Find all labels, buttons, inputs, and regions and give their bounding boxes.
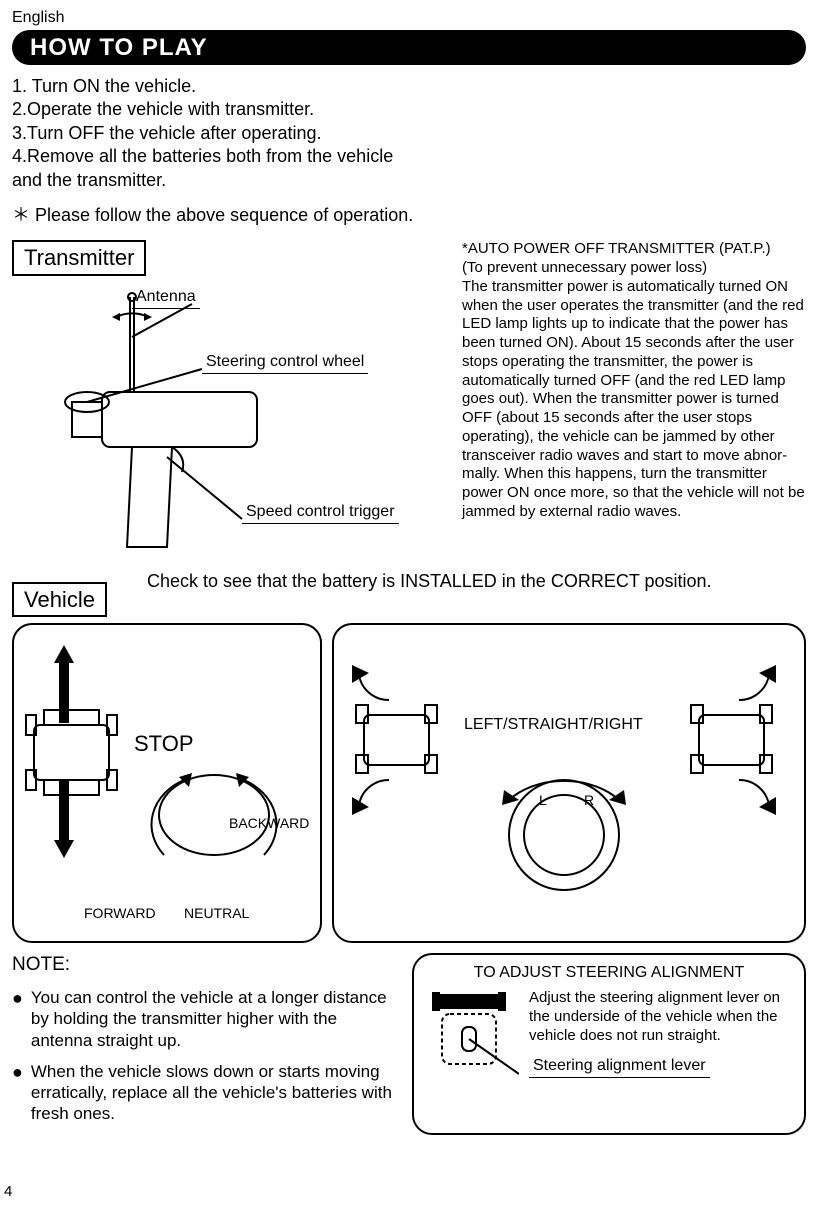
underside-diagram <box>424 989 519 1079</box>
step-1: 1. Turn ON the vehicle. <box>12 75 806 98</box>
bullet-icon: ● <box>12 989 23 1051</box>
transmitter-diagram <box>12 282 442 562</box>
steering-alignment-text: Adjust the steering alignment lever on t… <box>529 989 794 1045</box>
throttle-diagram <box>14 625 324 945</box>
bullet-icon: ● <box>12 1063 23 1125</box>
steering-alignment-title: TO ADJUST STEERING ALIGNMENT <box>424 963 794 983</box>
steering-alignment-box: TO ADJUST STEERING ALIGNMENT Adjust the … <box>412 953 806 1134</box>
backward-label: BACKWARD <box>229 815 309 833</box>
note-heading: NOTE: <box>12 953 392 977</box>
lsr-label: LEFT/STRAIGHT/RIGHT <box>464 715 643 735</box>
step-3: 3.Turn OFF the vehicle after operating. <box>12 122 806 145</box>
note-bullet-1: ● You can control the vehicle at a longe… <box>12 987 392 1051</box>
svg-text:L: L <box>539 792 547 808</box>
steering-diagram: L R <box>334 625 794 945</box>
page-number: 4 <box>4 1183 12 1202</box>
note-bullet-2-text: When the vehicle slows down or starts mo… <box>31 1061 392 1125</box>
auto-power-off-text: *AUTO POWER OFF TRANSMITTER (PAT.P.) (To… <box>462 240 806 562</box>
battery-check-text: Check to see that the battery is INSTALL… <box>147 570 806 593</box>
transmitter-figure: Antenna Steering control wheel Speed con… <box>12 282 442 562</box>
steering-panel: L R LEFT/STRAIGHT/RIGHT <box>332 623 806 943</box>
throttle-panel: STOP BACKWARD FORWARD NEUTRAL <box>12 623 322 943</box>
stop-label: STOP <box>134 730 194 758</box>
steering-lever-callout: Steering alignment lever <box>529 1056 710 1078</box>
transmitter-label: Transmitter <box>12 240 146 276</box>
note-bullet-2: ● When the vehicle slows down or starts … <box>12 1061 392 1125</box>
language-label: English <box>12 8 806 28</box>
section-title-bar: HOW TO PLAY <box>12 30 806 65</box>
neutral-label: NEUTRAL <box>184 905 249 923</box>
step-2: 2.Operate the vehicle with transmitter. <box>12 98 806 121</box>
forward-label: FORWARD <box>84 905 156 923</box>
note-bullet-1-text: You can control the vehicle at a longer … <box>31 987 392 1051</box>
vehicle-label: Vehicle <box>12 582 107 618</box>
step-4a: 4.Remove all the batteries both from the… <box>12 145 806 168</box>
step-4b: and the transmitter. <box>12 169 806 192</box>
section-title: HOW TO PLAY <box>30 33 208 63</box>
svg-text:R: R <box>584 792 594 808</box>
steps-list: 1. Turn ON the vehicle. 2.Operate the ve… <box>12 75 806 192</box>
sequence-note: ＊ Please follow the above sequence of op… <box>12 204 806 227</box>
